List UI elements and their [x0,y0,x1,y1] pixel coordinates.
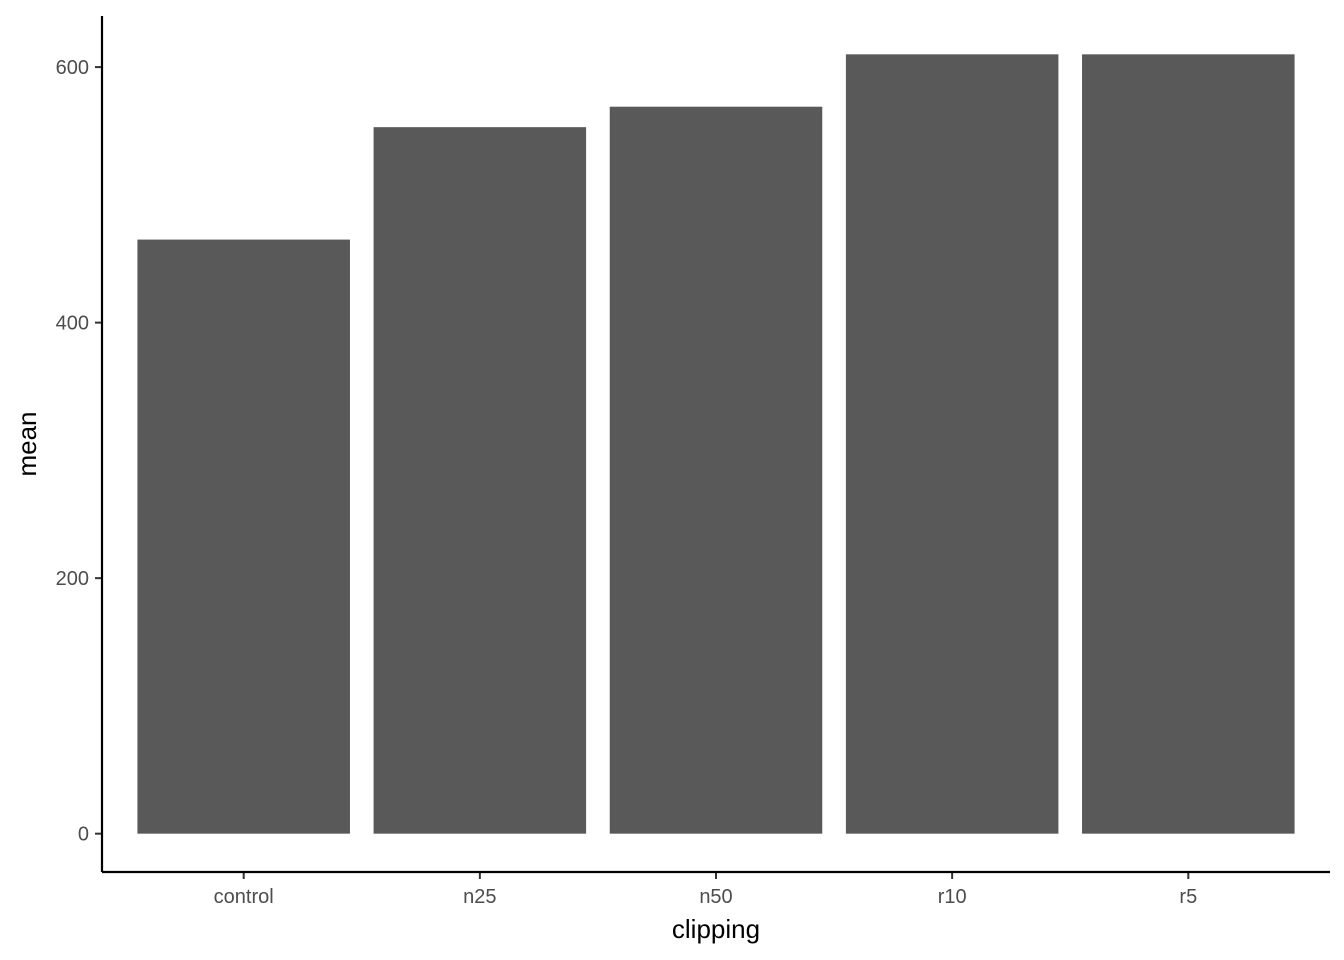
bar-r5 [1082,54,1295,834]
x-tick-label-control: control [214,886,274,908]
x-tick-label-n25: n25 [463,886,496,908]
x-tick-label-r10: r10 [938,886,967,908]
y-tick-label-600: 600 [56,57,89,79]
bar-r10 [845,54,1059,834]
bar-n50 [609,106,823,834]
y-axis-ticks: 0 200 400 600 [56,57,102,846]
x-tick-label-n50: n50 [699,886,732,908]
x-axis-ticks: control n25 n50 r10 r5 [214,872,1197,908]
x-axis-title: clipping [672,914,760,944]
bars-layer [137,54,1295,834]
y-tick-label-0: 0 [78,824,89,846]
y-axis-title: mean [12,411,42,476]
bar-control [137,239,350,834]
y-tick-label-200: 200 [56,568,89,590]
bar-n25 [373,127,587,834]
y-tick-label-400: 400 [56,313,89,335]
x-tick-label-r5: r5 [1179,886,1197,908]
